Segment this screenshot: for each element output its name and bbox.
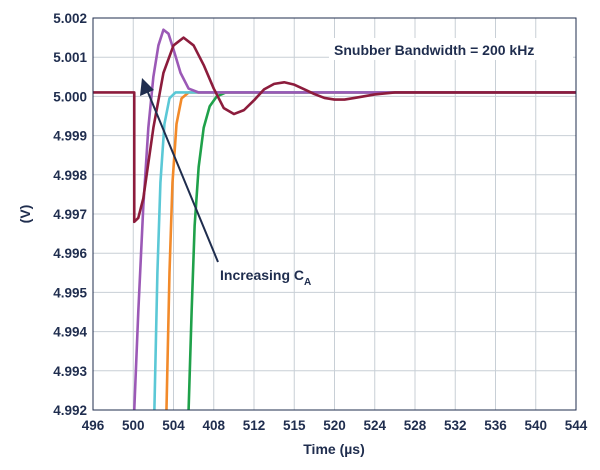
y-tick-label: 5.000 (53, 89, 87, 104)
y-tick-label: 4.995 (53, 285, 87, 300)
series-line (132, 28, 576, 410)
x-tick-label: 500 (122, 418, 145, 433)
series-line (153, 91, 576, 410)
snubber-bandwidth-annotation: Snubber Bandwidth = 200 kHz (334, 42, 534, 58)
x-tick-label: 504 (162, 418, 185, 433)
x-tick-label: 540 (524, 418, 547, 433)
x-tick-label: 536 (484, 418, 507, 433)
annotation-background (329, 38, 573, 60)
x-tick-label: 528 (404, 418, 427, 433)
y-tick-label: 4.993 (53, 364, 87, 379)
y-axis-title: (V) (17, 205, 33, 224)
x-tick-label: 515 (283, 418, 306, 433)
increasing-arrow-head (140, 78, 154, 96)
x-tick-label: 544 (565, 418, 588, 433)
grid (93, 18, 576, 410)
y-tick-label: 5.001 (53, 50, 87, 65)
x-axis-title: Time (µs) (303, 441, 365, 457)
increasing-ca-subscript: A (304, 277, 311, 288)
increasing-ca-annotation: Increasing CA (220, 267, 311, 288)
x-tick-labels: 496 500 504 408 512 515 520 524 528 532 536 540 544 (82, 418, 588, 433)
series-line (187, 91, 576, 410)
y-tick-label: 4.994 (53, 325, 87, 340)
series-layer (93, 28, 576, 410)
x-tick-label: 524 (363, 418, 386, 433)
x-tick-label: 512 (243, 418, 266, 433)
y-tick-label: 4.992 (53, 403, 87, 418)
x-tick-label: 496 (82, 418, 105, 433)
x-tick-label: 520 (323, 418, 346, 433)
y-tick-label: 4.996 (53, 246, 87, 261)
y-tick-labels: 4.992 4.993 4.994 4.995 4.996 4.997 4.998 4.999… (53, 11, 87, 418)
x-tick-label: 532 (444, 418, 467, 433)
plot-border (92, 17, 577, 411)
series-line (93, 36, 576, 224)
y-tick-label: 4.997 (53, 207, 87, 222)
x-tick-label: 408 (202, 418, 225, 433)
increasing-ca-main: Increasing C (220, 267, 304, 283)
y-tick-label: 4.998 (53, 168, 87, 183)
increasing-arrow-shaft (146, 89, 219, 263)
y-tick-label: 4.999 (53, 129, 87, 144)
y-tick-label: 5.002 (53, 11, 87, 26)
